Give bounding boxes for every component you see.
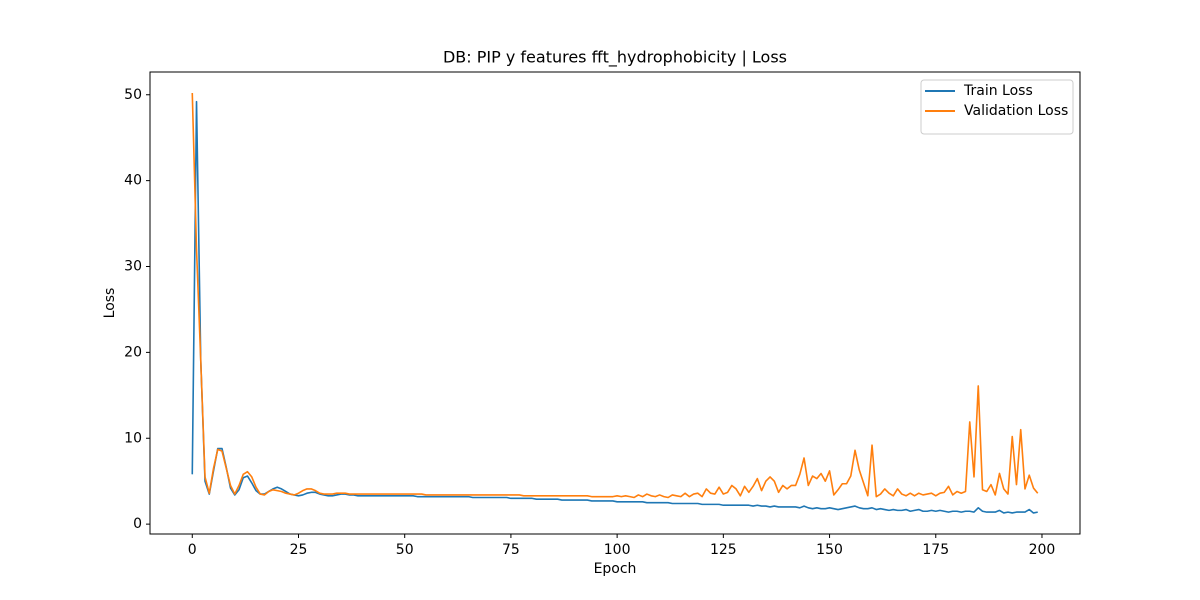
y-tick-label: 40 — [124, 173, 142, 189]
y-tick-label: 10 — [124, 430, 142, 446]
series-line — [191, 100, 1038, 514]
legend-label: Train Loss — [963, 83, 1033, 99]
y-tick-label: 30 — [124, 259, 142, 275]
axes-frame — [149, 71, 1081, 535]
x-tick-label: 50 — [396, 542, 414, 558]
x-tick-label: 25 — [290, 542, 308, 558]
y-tick-label: 50 — [124, 87, 142, 103]
y-axis-label: Loss — [102, 288, 118, 319]
x-axis-label: Epoch — [594, 561, 637, 577]
y-tick-label: 0 — [133, 516, 142, 532]
legend-box — [920, 79, 1074, 135]
legend-label: Validation Loss — [964, 103, 1068, 119]
x-tick-label: 125 — [710, 542, 737, 558]
x-tick-label: 200 — [1029, 542, 1056, 558]
x-tick-label: 100 — [604, 542, 631, 558]
legend: Train Loss Validation Loss — [920, 79, 1074, 135]
series-line — [191, 93, 1039, 499]
x-tick-label: 0 — [188, 542, 197, 558]
x-tick-label: 75 — [502, 542, 520, 558]
x-tick-label: 150 — [816, 542, 843, 558]
plot-area — [191, 93, 1039, 514]
y-tick-label: 20 — [124, 344, 142, 360]
chart-title: DB: PIP y features fft_hydrophobicity | … — [443, 48, 787, 68]
x-tick-label: 175 — [922, 542, 949, 558]
